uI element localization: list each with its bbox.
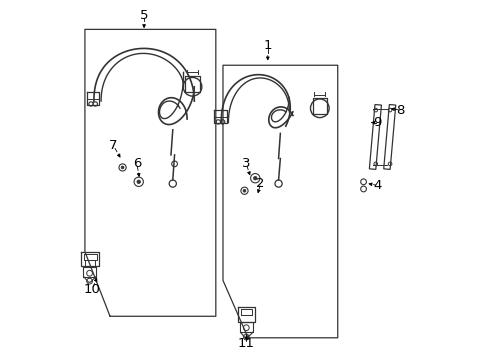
Circle shape xyxy=(137,180,140,184)
Text: 1: 1 xyxy=(263,39,271,52)
Text: 11: 11 xyxy=(237,337,254,350)
Bar xyxy=(383,104,395,170)
Text: 2: 2 xyxy=(256,177,264,190)
Text: 4: 4 xyxy=(372,179,381,192)
Text: 9: 9 xyxy=(372,116,381,129)
Bar xyxy=(368,104,381,170)
Text: 8: 8 xyxy=(395,104,404,117)
Circle shape xyxy=(253,176,257,180)
Text: 3: 3 xyxy=(242,157,250,170)
Text: 5: 5 xyxy=(140,9,148,22)
Text: 6: 6 xyxy=(132,157,141,170)
Text: 7: 7 xyxy=(109,139,118,152)
Circle shape xyxy=(121,166,124,169)
Text: 10: 10 xyxy=(83,283,101,296)
Circle shape xyxy=(243,189,245,192)
